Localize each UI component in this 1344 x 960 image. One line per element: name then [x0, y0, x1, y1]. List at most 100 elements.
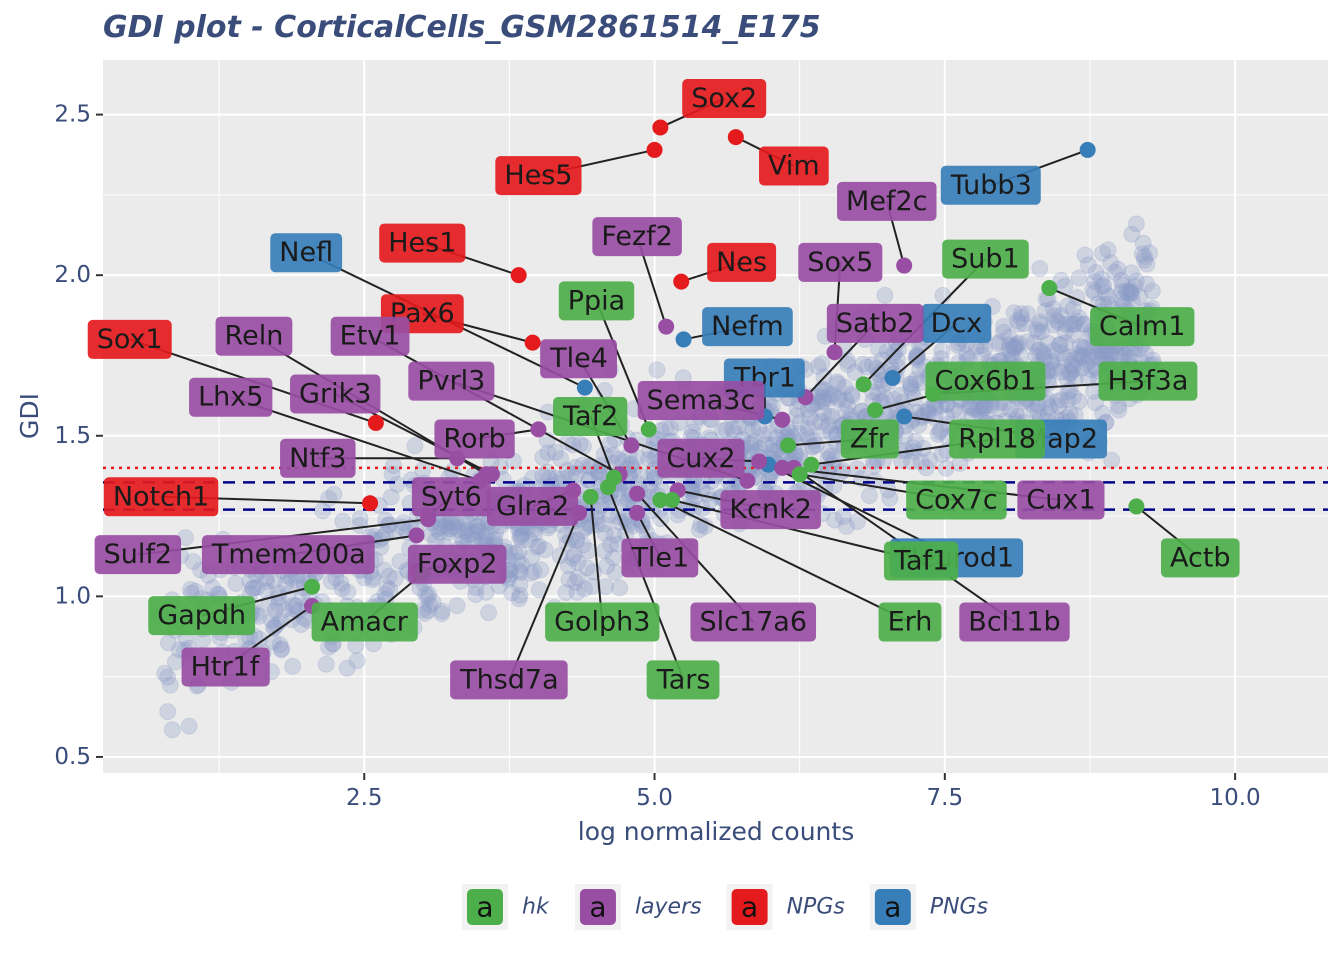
background-point	[1087, 263, 1105, 281]
background-point	[876, 286, 894, 304]
label-sema3c: Sema3c	[647, 385, 756, 416]
background-point	[828, 373, 846, 391]
connector-erh	[659, 499, 911, 623]
background-point	[456, 522, 474, 540]
background-point	[1046, 359, 1064, 376]
background-point	[836, 378, 854, 396]
background-point	[1061, 315, 1079, 333]
connector-golph3	[589, 496, 604, 623]
background-point	[469, 518, 487, 536]
label-cux2: Cux2	[666, 443, 735, 474]
background-point	[1041, 398, 1059, 416]
background-point	[901, 375, 919, 393]
background-point	[440, 523, 457, 541]
background-point	[506, 545, 524, 563]
label-taf1: Taf1	[893, 546, 949, 577]
background-point	[1113, 283, 1131, 301]
background-point	[1052, 363, 1070, 381]
label-sox2: Sox2	[691, 83, 757, 114]
x-tick-label: 2.5	[346, 785, 383, 811]
background-point	[441, 519, 459, 537]
background-point	[1031, 341, 1049, 359]
background-point	[250, 630, 268, 648]
background-point	[991, 400, 1009, 418]
background-point	[184, 553, 202, 570]
background-point	[1036, 346, 1054, 364]
background-point	[791, 413, 809, 431]
label-actb: Actb	[1170, 542, 1231, 573]
background-point	[1073, 348, 1091, 366]
connector-thsd7a	[508, 512, 580, 681]
background-point	[1062, 364, 1080, 382]
label-taf2: Taf2	[562, 401, 618, 432]
background-point	[1008, 335, 1026, 353]
label-box-taf2	[553, 397, 628, 436]
background-point	[1123, 284, 1141, 302]
label-box-cox7c	[906, 480, 1007, 520]
background-point	[834, 508, 852, 525]
background-point	[450, 521, 468, 539]
background-point	[466, 525, 484, 543]
point-pax6	[524, 334, 541, 351]
threshold-lines	[103, 466, 1328, 511]
y-tick-label: 0.5	[54, 744, 91, 770]
label-box-tmem200a	[201, 535, 375, 575]
background-point	[456, 516, 474, 534]
background-point	[1102, 254, 1120, 272]
background-point	[1050, 314, 1068, 332]
background-point	[445, 518, 463, 536]
background-point	[436, 517, 454, 535]
background-point	[1060, 365, 1078, 383]
label-box-tle1	[621, 538, 699, 578]
label-gapdh: Gapdh	[157, 600, 246, 631]
background-point	[1079, 256, 1097, 274]
background-point	[920, 405, 938, 423]
background-point	[459, 526, 477, 544]
background-point	[273, 640, 291, 658]
background-point	[698, 485, 716, 503]
label-rorb: Rorb	[443, 423, 505, 454]
background-point	[1018, 333, 1036, 351]
background-point	[1009, 312, 1027, 330]
point-cux2	[751, 453, 768, 470]
label-box-foxp2	[407, 544, 507, 584]
background-point	[469, 523, 487, 541]
background-point	[1031, 313, 1049, 331]
legend: a hk a layers a NPGs a PNGs	[462, 884, 988, 930]
background-point	[1045, 342, 1063, 360]
background-point	[1076, 338, 1094, 356]
label-erh: Erh	[888, 607, 933, 638]
label-mef2c: Mef2c	[846, 186, 927, 217]
background-point	[262, 611, 280, 629]
background-point	[539, 444, 557, 462]
background-point	[1100, 288, 1118, 305]
point-taf1	[663, 492, 680, 509]
x-axis-title: log normalized counts	[578, 817, 854, 846]
legend-key-glyph: a	[741, 891, 758, 924]
background-point	[1066, 315, 1084, 333]
background-point	[382, 488, 400, 506]
label-box-thsd7a	[450, 660, 568, 700]
background-point	[903, 382, 921, 400]
background-point	[566, 546, 583, 564]
point-nefl	[576, 379, 593, 396]
background-point	[766, 443, 784, 461]
background-point	[839, 355, 857, 373]
background-point	[574, 521, 592, 539]
background-point	[1106, 263, 1124, 281]
background-point	[1012, 305, 1030, 323]
background-point	[503, 584, 521, 602]
label-box-ppia	[558, 281, 635, 321]
background-point	[552, 450, 570, 468]
background-point	[598, 557, 616, 575]
label-box-h3f3a	[1098, 361, 1198, 401]
background-point	[1000, 328, 1018, 346]
label-box-nefm	[702, 307, 793, 347]
label-box-cux2	[657, 438, 745, 478]
background-point	[1048, 312, 1066, 329]
background-point	[424, 593, 442, 611]
legend-label-npgs: NPGs	[787, 895, 845, 920]
point-calm1	[1041, 280, 1058, 297]
label-calm1: Calm1	[1099, 311, 1185, 342]
background-point	[1134, 234, 1152, 252]
